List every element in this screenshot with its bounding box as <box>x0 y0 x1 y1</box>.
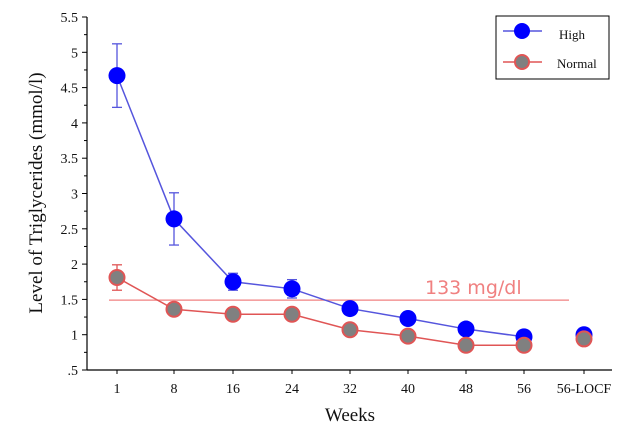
y-axis-title: Level of Triglycerides (mmol/l) <box>26 72 47 313</box>
legend-marker-high <box>514 23 530 39</box>
y-tick-label: 5.5 <box>61 11 79 26</box>
data-point <box>399 309 417 327</box>
x-tick-label: 32 <box>343 382 357 397</box>
x-tick-label: 8 <box>171 382 178 397</box>
x-axis-title: Weeks <box>325 405 375 426</box>
data-point <box>108 67 126 85</box>
data-point <box>399 327 417 345</box>
x-tick-label: 24 <box>285 382 299 397</box>
y-tick-label: 1 <box>71 329 78 344</box>
data-point <box>165 210 183 228</box>
x-tick-label: 1 <box>114 382 121 397</box>
data-point <box>457 336 475 354</box>
y-tick-label: 3 <box>71 188 78 203</box>
data-point <box>108 269 126 287</box>
x-tick-label: 16 <box>226 382 240 397</box>
reference-line-group: 133 mg/dl <box>109 277 569 301</box>
data-point <box>457 320 475 338</box>
data-point <box>283 305 301 323</box>
series-line <box>116 75 525 338</box>
legend-label-normal: Normal <box>557 56 597 71</box>
data-point <box>224 305 242 323</box>
series-normal <box>108 264 593 354</box>
x-tick-label: 48 <box>459 382 473 397</box>
y-tick-label: 1.5 <box>61 293 79 308</box>
data-point <box>575 330 593 348</box>
y-tick-label: .5 <box>68 364 79 379</box>
y-tick-label: 3.5 <box>61 152 79 167</box>
legend-box <box>495 15 610 80</box>
legend-marker-normal <box>514 54 530 70</box>
y-tick-label: 4 <box>71 117 78 132</box>
x-tick-label: 40 <box>401 382 415 397</box>
y-tick-label: 4.5 <box>61 82 79 97</box>
legend: High Normal <box>495 15 610 80</box>
y-tick-label: 2.5 <box>61 223 79 238</box>
data-point <box>341 300 359 318</box>
series-line <box>116 276 524 347</box>
data-point <box>224 273 242 291</box>
data-point <box>515 336 533 354</box>
axes: .5 1 1.5 2 2.5 3 3.5 4 4.5 5 5.5 1 8 16 24 32 40 48 56 56-L… <box>61 11 612 397</box>
x-tick-label: 56 <box>517 382 531 397</box>
y-tick-label: 2 <box>71 258 78 273</box>
y-tick-label: 5 <box>71 46 78 61</box>
x-tick-label: 56-LOCF <box>557 382 612 397</box>
data-point <box>283 280 301 298</box>
legend-label-high: High <box>559 27 586 42</box>
series-group <box>108 43 593 354</box>
reference-line-label: 133 mg/dl <box>425 277 522 299</box>
data-point <box>341 321 359 339</box>
data-point <box>165 300 183 318</box>
